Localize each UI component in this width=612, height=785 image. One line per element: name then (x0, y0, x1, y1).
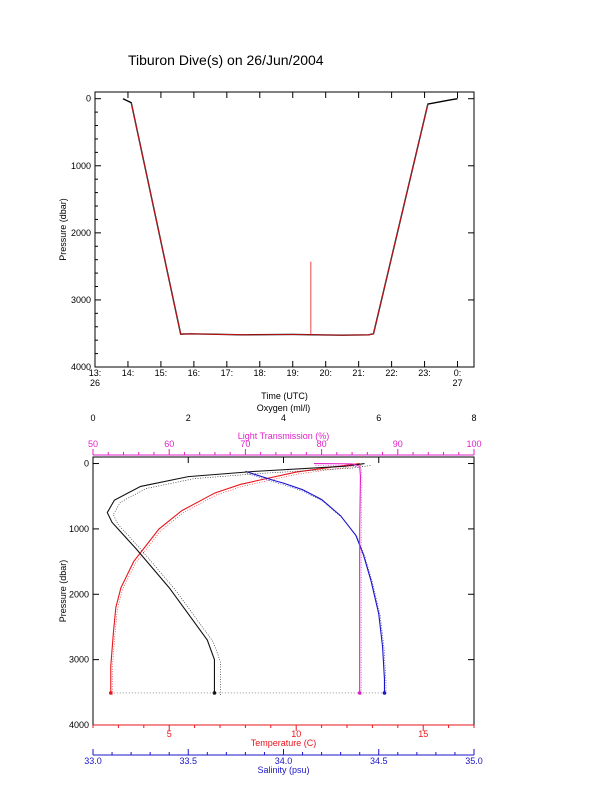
transmission-tick-label: 50 (88, 439, 98, 449)
temperature-axis-label: Temperature (C) (251, 738, 317, 748)
temperature-tick-label: 10 (291, 729, 301, 739)
y-tick-label: 3000 (71, 295, 91, 305)
y-tick-label: 0 (86, 94, 91, 104)
x-axis-label: Time (UTC) (261, 391, 308, 401)
y-tick-label: 4000 (69, 720, 89, 730)
y-tick-label: 2000 (69, 589, 89, 599)
y-tick-label: 1000 (71, 161, 91, 171)
transmission-tick-label: 100 (466, 439, 481, 449)
temperature-profile (110, 462, 360, 693)
oxygen-profile-cast2 (112, 465, 371, 695)
y-tick-label: 3000 (69, 655, 89, 665)
transmission-profile (313, 462, 362, 693)
transmission-axis-label: Light Transmission (%) (238, 431, 330, 441)
series-line-1 (130, 102, 429, 336)
salinity-axis-label: Salinity (psu) (257, 765, 309, 775)
x-tick-sublabel: 27 (453, 378, 463, 388)
y-tick-label: 4000 (71, 362, 91, 372)
transmission-tick-label: 80 (317, 439, 327, 449)
salinity-tick-label: 33.0 (84, 756, 102, 766)
x-tick-label: 15: (155, 368, 168, 378)
oxygen-tick-label: 6 (376, 413, 381, 423)
transmission-tick-label: 90 (393, 439, 403, 449)
oxygen-axis-label: Oxygen (ml/l) (257, 403, 311, 413)
x-tick-label: 0: (454, 368, 462, 378)
chart-title: Tiburon Dive(s) on 26/Jun/2004 (128, 52, 324, 68)
oxygen-tick-label: 2 (186, 413, 191, 423)
salinity-tick-label: 34.0 (275, 756, 293, 766)
plot-frame (94, 91, 475, 368)
oxygen-profile (106, 462, 365, 693)
temperature-tick-label: 15 (418, 729, 428, 739)
x-tick-label: 17: (221, 368, 234, 378)
transmission-bottom-marker (357, 691, 362, 695)
x-tick-label: 19: (286, 368, 299, 378)
temperature-profile-cast2 (111, 465, 362, 695)
oxygen-bottom-marker (212, 691, 217, 695)
x-tick-label: 18: (254, 368, 267, 378)
salinity-tick-label: 33.5 (179, 756, 197, 766)
y-axis-label: Pressure (dbar) (58, 560, 68, 623)
y-tick-label: 0 (84, 459, 89, 469)
temperature-tick-label: 5 (167, 729, 172, 739)
y-tick-label: 1000 (69, 524, 89, 534)
salinity-tick-label: 35.0 (465, 756, 483, 766)
oxygen-tick-label: 0 (90, 413, 95, 423)
x-tick-label: 13: (89, 368, 102, 378)
x-tick-sublabel: 26 (90, 378, 100, 388)
transmission-profile-cast2 (315, 465, 363, 695)
x-tick-label: 23: (418, 368, 431, 378)
x-tick-label: 14: (122, 368, 135, 378)
x-tick-label: 21: (352, 368, 365, 378)
x-tick-label: 20: (319, 368, 332, 378)
salinity-bottom-marker (382, 691, 387, 695)
transmission-tick-label: 70 (240, 439, 250, 449)
x-tick-label: 16: (188, 368, 201, 378)
y-tick-label: 2000 (71, 228, 91, 238)
oxygen-tick-label: 8 (471, 413, 476, 423)
oxygen-tick-label: 4 (281, 413, 286, 423)
x-tick-label: 22: (385, 368, 398, 378)
salinity-tick-label: 34.5 (370, 756, 388, 766)
plot-frame (92, 456, 475, 726)
salinity-profile-cast2 (246, 473, 387, 695)
y-axis-label: Pressure (dbar) (58, 198, 68, 261)
transmission-tick-label: 60 (164, 439, 174, 449)
profiles-plot: 0 1000 2000 3000 4000 Pressure (dbar) 0 2 4 6 8 Oxy… (58, 403, 483, 775)
salinity-profile (245, 470, 386, 693)
